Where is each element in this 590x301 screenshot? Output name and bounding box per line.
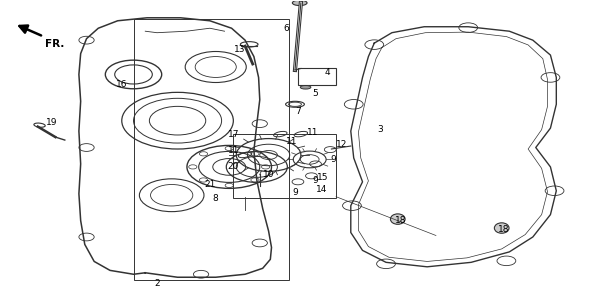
Text: 11: 11 xyxy=(228,146,239,155)
Text: 3: 3 xyxy=(377,125,383,134)
Text: 18: 18 xyxy=(395,216,407,225)
Text: 6: 6 xyxy=(283,24,289,33)
Text: 4: 4 xyxy=(324,68,330,77)
Text: 15: 15 xyxy=(317,173,329,182)
Text: 14: 14 xyxy=(316,185,327,194)
Bar xyxy=(298,69,336,85)
Text: 8: 8 xyxy=(213,194,219,203)
Ellipse shape xyxy=(300,85,311,89)
Text: 20: 20 xyxy=(228,163,239,171)
Ellipse shape xyxy=(391,214,405,224)
Text: 9: 9 xyxy=(292,188,298,197)
Text: FR.: FR. xyxy=(45,39,65,49)
Text: 9: 9 xyxy=(330,155,336,164)
Text: 2: 2 xyxy=(154,279,160,288)
Text: 9: 9 xyxy=(313,176,319,185)
Text: 12: 12 xyxy=(336,140,348,149)
Text: 21: 21 xyxy=(204,180,215,189)
Text: 16: 16 xyxy=(116,80,127,89)
Text: 19: 19 xyxy=(45,118,57,127)
Ellipse shape xyxy=(293,0,307,5)
Text: 11: 11 xyxy=(286,137,298,146)
Text: 13: 13 xyxy=(234,45,245,54)
Text: 18: 18 xyxy=(498,225,509,234)
Text: 10: 10 xyxy=(263,170,274,179)
Text: 11: 11 xyxy=(307,128,319,137)
Text: 5: 5 xyxy=(313,89,319,98)
Bar xyxy=(133,19,289,280)
Text: 17: 17 xyxy=(228,130,239,138)
Text: 7: 7 xyxy=(295,107,301,116)
Ellipse shape xyxy=(494,223,509,233)
Bar xyxy=(233,134,336,198)
